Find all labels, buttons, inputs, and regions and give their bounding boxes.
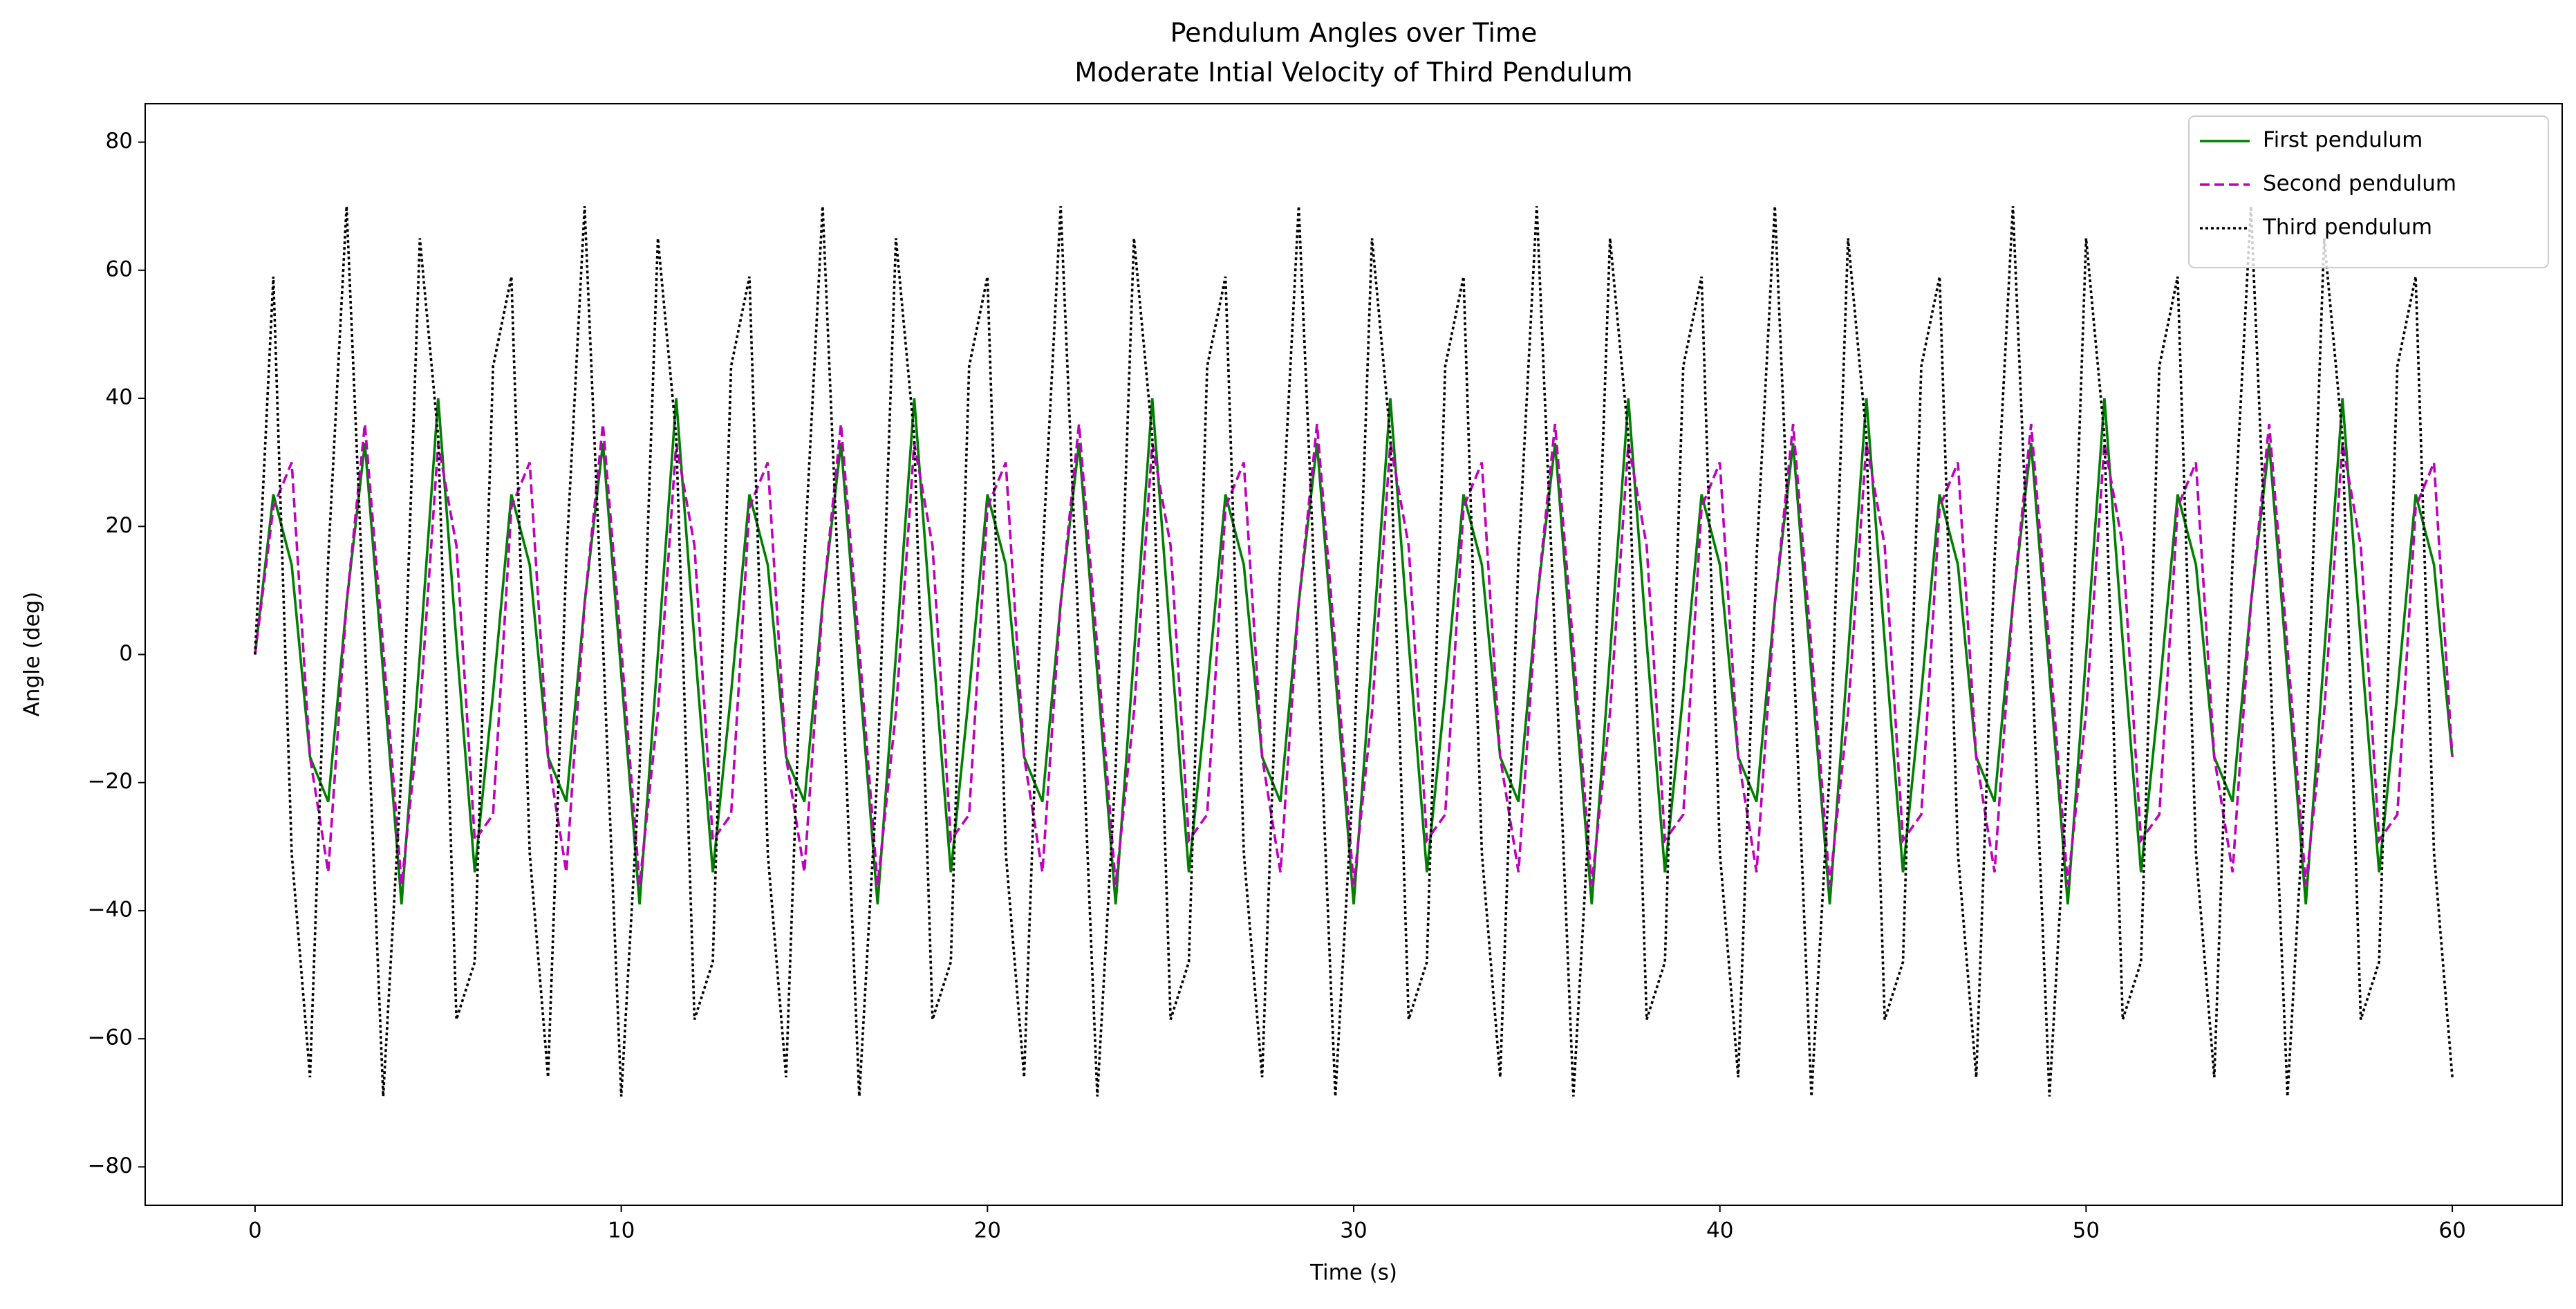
y-tick-label: −20 [88, 769, 133, 794]
x-tick-label: 60 [2438, 1218, 2465, 1243]
x-tick-label: 30 [1340, 1218, 1367, 1243]
x-tick-label: 0 [248, 1218, 262, 1243]
x-tick-label: 20 [974, 1218, 1001, 1243]
legend-label: First pendulum [2263, 128, 2423, 153]
y-tick-label: 0 [119, 641, 133, 666]
chart-subtitle: Moderate Intial Velocity of Third Pendul… [1074, 57, 1632, 88]
x-tick-label: 50 [2073, 1218, 2100, 1243]
plot-frame [144, 103, 2563, 1206]
x-tick-label: 10 [608, 1218, 635, 1243]
y-axis-label: Angle (deg) [20, 592, 45, 717]
x-tick-label: 40 [1706, 1218, 1733, 1243]
y-tick-label: 80 [106, 129, 133, 154]
series-line [254, 206, 2454, 1097]
series-line [254, 398, 2454, 904]
legend-label: Second pendulum [2263, 171, 2456, 196]
legend-label: Third pendulum [2262, 215, 2432, 240]
chart-title: Pendulum Angles over Time [1170, 18, 1538, 48]
y-tick-label: −40 [88, 897, 133, 922]
legend-box [2188, 115, 2549, 268]
series-line [254, 423, 2454, 886]
y-tick-label: 40 [106, 385, 133, 410]
y-tick-label: 60 [106, 257, 133, 281]
y-tick-label: −80 [88, 1153, 133, 1178]
x-axis-label: Time (s) [1309, 1261, 1397, 1285]
y-tick-label: −60 [88, 1025, 133, 1050]
y-tick-label: 20 [106, 513, 133, 538]
